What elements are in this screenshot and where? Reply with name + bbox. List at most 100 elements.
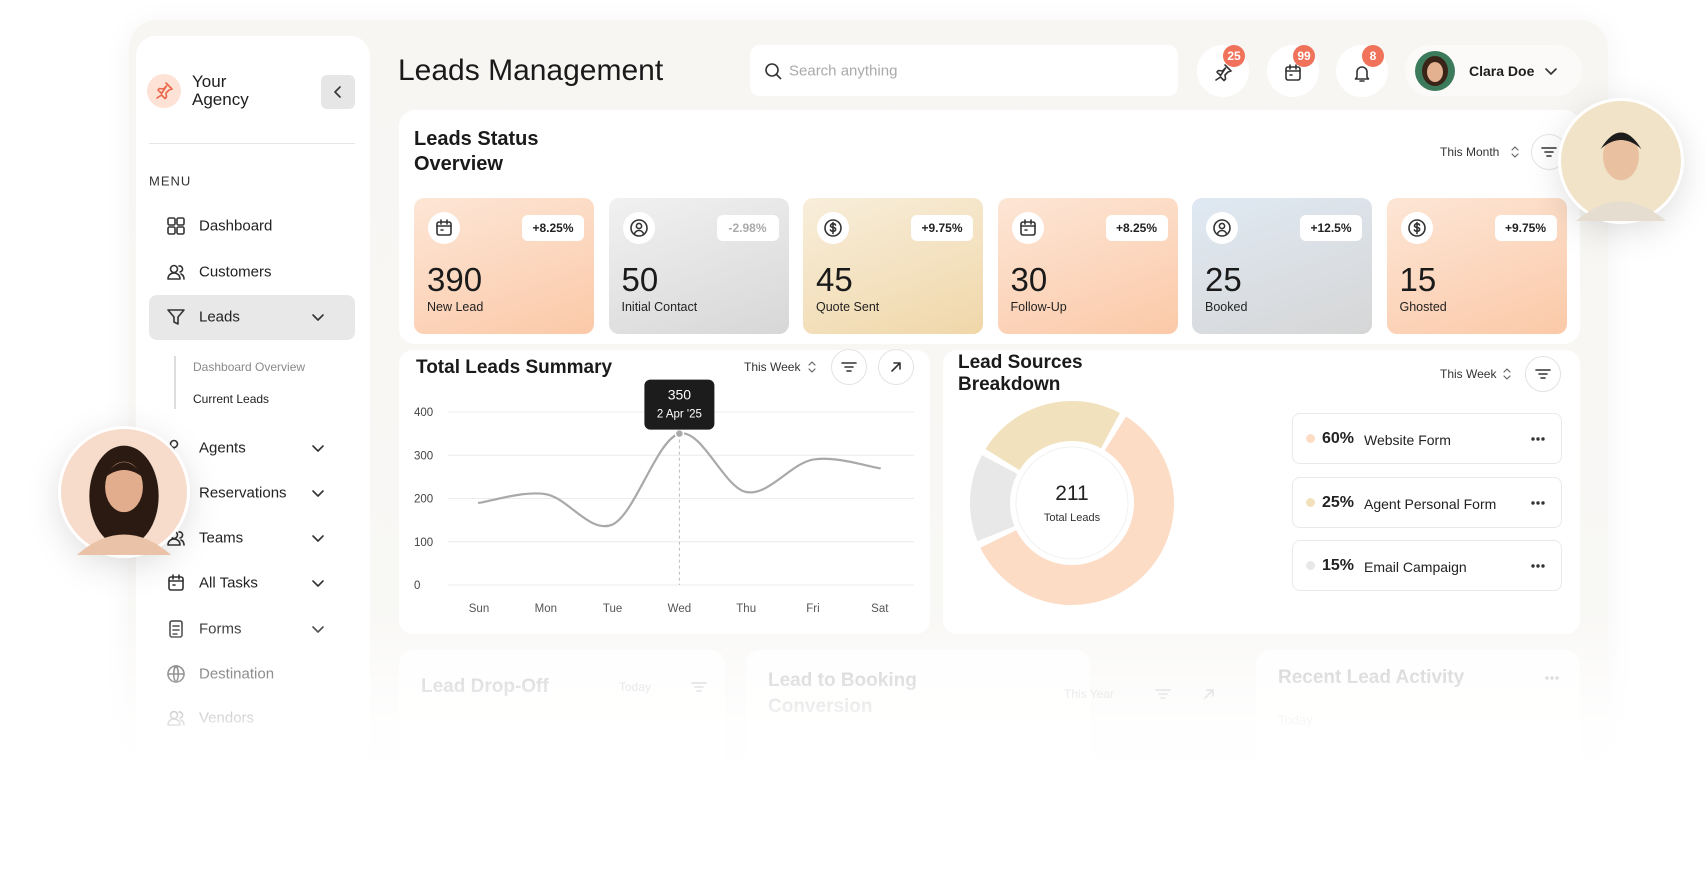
- icon-part: [176, 226, 185, 235]
- stat-label: Ghosted: [1399, 300, 1447, 314]
- icon-part: [891, 362, 901, 372]
- filter-icon: [841, 362, 857, 372]
- stat-change: +9.75%: [1494, 215, 1557, 241]
- expand-button[interactable]: [878, 349, 914, 385]
- icon-part: [1541, 501, 1545, 505]
- filter-icon: [1535, 369, 1551, 379]
- ucircle-icon: [629, 219, 648, 237]
- bottom-fade: [0, 610, 1706, 891]
- stat-value: 25: [1205, 261, 1242, 298]
- icon-part: [1285, 66, 1301, 81]
- down-icon: [1545, 68, 1557, 75]
- ucircle-icon: [1213, 219, 1231, 237]
- updown-icon: [1511, 146, 1519, 158]
- stat-value: 15: [1399, 261, 1437, 298]
- stat-icon-circle[interactable]: [428, 212, 460, 244]
- menu-item: Reservations: [199, 484, 287, 502]
- donut-segment: [980, 416, 1174, 605]
- stat-change: -2.98%: [716, 215, 779, 241]
- y-tick-label: 100: [414, 537, 433, 549]
- icon-part: [775, 73, 782, 80]
- dots-icon: [1531, 501, 1545, 505]
- icon-part: [167, 272, 181, 280]
- icon-part: [824, 219, 842, 237]
- search-box[interactable]: [750, 45, 1178, 96]
- icon-part: [312, 445, 324, 452]
- collapse-button[interactable]: [321, 75, 355, 109]
- floating-avatar: [58, 426, 190, 558]
- stat-change: +8.25%: [1105, 215, 1168, 241]
- icon-part: [312, 580, 324, 587]
- down-icon: [312, 445, 324, 452]
- user-name: Clara Doe: [1469, 63, 1535, 79]
- tooltip-value: 350: [668, 387, 692, 403]
- down-icon: [312, 580, 324, 587]
- legend-dot: [1306, 498, 1315, 507]
- stat-value: 390: [427, 261, 483, 298]
- icon-part: [1536, 564, 1540, 568]
- icon-part: [1531, 501, 1535, 505]
- icon-part: [1413, 221, 1420, 235]
- icon-part: [1019, 221, 1036, 236]
- menu-item: Agents: [199, 439, 246, 457]
- donut-total-label: Total Leads: [1044, 512, 1101, 524]
- icon-part: [168, 576, 184, 591]
- dots-icon: [1531, 564, 1545, 568]
- icon-part: [1354, 66, 1370, 80]
- y-tick-label: 0: [414, 580, 420, 592]
- icon-part: [829, 221, 837, 235]
- icon-part: [1536, 501, 1540, 505]
- icon-part: [312, 535, 324, 542]
- badge: 8: [1362, 45, 1384, 67]
- icon-part: [1511, 146, 1519, 158]
- icon-part: [178, 531, 185, 546]
- legend-item[interactable]: [1292, 540, 1562, 591]
- avatar-body: [76, 534, 172, 555]
- stat-change: +8.25%: [522, 215, 584, 241]
- icon-part: [167, 226, 176, 235]
- icon-part: [169, 264, 179, 274]
- funnel-icon: [167, 309, 185, 325]
- legend-item[interactable]: [1292, 413, 1562, 464]
- legend-item[interactable]: [1292, 477, 1562, 528]
- stat-label: Quote Sent: [816, 300, 880, 314]
- page-title: Leads Management: [398, 54, 664, 87]
- icon-part: [1218, 222, 1226, 230]
- stat-change: +9.75%: [911, 215, 973, 241]
- divider: [149, 143, 355, 144]
- icon-part: [841, 362, 857, 372]
- avatar-hair-top: [102, 462, 146, 480]
- legend-dot: [1306, 561, 1315, 570]
- icon-part: [808, 361, 816, 373]
- stat-icon-circle[interactable]: [1011, 212, 1044, 244]
- icon-part: [633, 229, 644, 235]
- icon-part: [635, 222, 642, 230]
- icon-part: [1536, 437, 1540, 441]
- icon-part: [1541, 437, 1545, 441]
- stat-label: Booked: [1205, 300, 1248, 314]
- icon-part: [156, 82, 173, 100]
- dollar-icon: [824, 219, 842, 237]
- icon-part: [1531, 437, 1535, 441]
- icon-part: [1216, 229, 1228, 235]
- stat-value: 45: [816, 261, 853, 298]
- icon-part: [1531, 564, 1535, 568]
- donut-total: 211: [1055, 482, 1088, 505]
- y-tick-label: 400: [414, 407, 433, 419]
- period-select: This Month: [1440, 145, 1500, 159]
- icon-part: [765, 63, 779, 77]
- legend-percent: 15%: [1322, 557, 1355, 574]
- legend-dot: [1306, 434, 1315, 443]
- donut-segment: [985, 401, 1120, 471]
- arrow-icon: [891, 362, 901, 372]
- chart-title: Total Leads Summary: [416, 357, 613, 378]
- stat-label: New Lead: [427, 300, 484, 314]
- menu-item: Dashboard: [199, 217, 273, 235]
- status-card: [399, 110, 1580, 344]
- icon-part: [1407, 219, 1426, 237]
- avatar-face: [1427, 62, 1443, 82]
- down-icon: [312, 490, 324, 497]
- stat-change: +12.5%: [1300, 215, 1362, 241]
- highlight-point: [674, 428, 685, 439]
- grid-icon: [167, 217, 185, 235]
